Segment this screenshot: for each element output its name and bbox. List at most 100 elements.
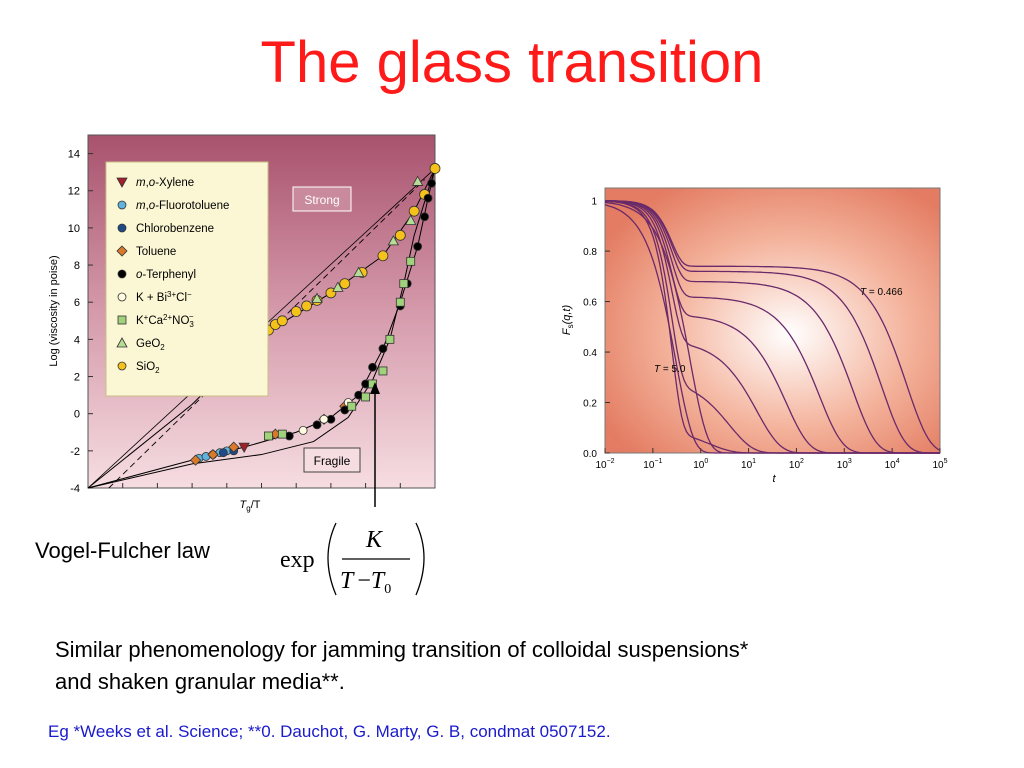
pointer-arrow bbox=[370, 382, 380, 507]
data-point bbox=[399, 279, 409, 289]
legend-marker bbox=[117, 292, 127, 302]
x-tick-label: 102 bbox=[789, 458, 804, 471]
data-point bbox=[408, 205, 420, 217]
data-point bbox=[339, 278, 351, 290]
x-tick-label: 100 bbox=[693, 458, 708, 471]
y-tick-label: 12 bbox=[68, 186, 80, 198]
data-point bbox=[394, 229, 406, 241]
body-line-1: Similar phenomenology for jamming transi… bbox=[55, 637, 749, 662]
legend-marker bbox=[116, 245, 128, 257]
vogel-fulcher-label: Vogel-Fulcher law bbox=[35, 538, 210, 563]
y-tick-label: 14 bbox=[68, 149, 80, 161]
legend-marker bbox=[117, 361, 127, 371]
y-tick-label: 4 bbox=[74, 334, 80, 346]
data-point bbox=[264, 431, 273, 441]
data-point bbox=[276, 315, 288, 327]
data-point bbox=[385, 334, 395, 344]
y-tick-label: 1 bbox=[591, 197, 597, 208]
formula-numerator: K bbox=[365, 527, 384, 553]
legend-box bbox=[105, 161, 269, 397]
y-tick-label: -2 bbox=[70, 446, 80, 458]
y-tick-label: 10 bbox=[68, 223, 80, 235]
legend-marker bbox=[116, 177, 128, 188]
y-tick-label: 0.2 bbox=[583, 399, 597, 410]
data-point bbox=[361, 392, 371, 402]
y-tick-label: 0.0 bbox=[583, 449, 597, 460]
relaxation-curve bbox=[605, 200, 940, 454]
viscosity-chart: 14 12 10 8 6 4 2 0 -2 -4 m,o-Xylene m,o-Fluorotolu… bbox=[48, 134, 441, 513]
legend-label: m,o-Fluorotoluene bbox=[136, 200, 229, 212]
body-text: Similar phenomenology for jamming transi… bbox=[55, 634, 748, 698]
y-tick-label: -4 bbox=[70, 483, 80, 495]
legend-marker bbox=[117, 269, 127, 279]
data-point bbox=[411, 175, 424, 186]
x-tick-label: 105 bbox=[932, 458, 947, 471]
vogel-fulcher-formula: exp K T −T0 bbox=[280, 522, 425, 597]
data-point bbox=[311, 292, 323, 303]
x-tick-label: 104 bbox=[885, 458, 900, 471]
data-point bbox=[347, 401, 357, 411]
data-point bbox=[378, 366, 388, 376]
annotation-low-T: T = 0.466 bbox=[860, 287, 903, 298]
x-axis-label: Tg/T bbox=[240, 499, 261, 513]
legend-marker bbox=[117, 200, 127, 210]
body-line-2: and shaken granular media**. bbox=[55, 669, 345, 694]
data-point bbox=[277, 429, 287, 439]
x-tick-label: 103 bbox=[837, 458, 852, 471]
data-point bbox=[405, 214, 417, 225]
legend-label: Toluene bbox=[136, 246, 176, 258]
data-point bbox=[429, 163, 441, 174]
relaxation-curve bbox=[604, 200, 940, 454]
data-point bbox=[378, 344, 388, 354]
relaxation-curve bbox=[604, 200, 941, 451]
data-point bbox=[352, 266, 365, 277]
y-tick-label: 2 bbox=[74, 372, 80, 384]
y-tick-label: 0.6 bbox=[583, 298, 597, 309]
slide-title: The glass transition bbox=[260, 30, 764, 95]
data-point bbox=[368, 362, 377, 372]
relaxation-curves bbox=[604, 200, 941, 454]
x-tick-label: 101 bbox=[741, 458, 756, 471]
data-point bbox=[301, 300, 313, 312]
formula-denominator: T −T0 bbox=[340, 568, 391, 597]
legend-marker bbox=[117, 315, 127, 325]
data-point bbox=[377, 250, 389, 262]
data-point bbox=[387, 235, 400, 246]
data-point bbox=[290, 306, 302, 317]
y-tick-label: 0.4 bbox=[583, 348, 597, 359]
data-point bbox=[298, 426, 308, 435]
y-ticks: 14 12 10 8 6 4 2 0 -2 -4 bbox=[68, 149, 401, 495]
legend-marker bbox=[116, 337, 128, 348]
data-point bbox=[218, 448, 228, 458]
reference-text: Eg *Weeks et al. Science; **0. Dauchot, … bbox=[48, 722, 611, 741]
data-point bbox=[423, 193, 433, 203]
data-point bbox=[319, 414, 329, 424]
y-axis-label: Log (viscosity in poise) bbox=[48, 255, 60, 366]
data-point bbox=[413, 242, 423, 251]
legend-label: m,o-Xylene bbox=[136, 177, 194, 189]
y-tick-label: 6 bbox=[74, 297, 80, 309]
plot-area-2 bbox=[605, 188, 940, 453]
data-point bbox=[420, 212, 429, 222]
relaxation-curve bbox=[605, 200, 940, 454]
legend-label: GeO2 bbox=[136, 338, 165, 352]
strong-label: Strong bbox=[304, 193, 339, 207]
y-axis-label-2: Fs(q,t) bbox=[561, 305, 575, 336]
axis-ticks: 10−2 10−1 100 101 102 103 104 105 1 0.8 0.6 0.4 0.2 0… bbox=[583, 197, 948, 471]
legend-label: Chlorobenzene bbox=[136, 223, 214, 235]
x-axis-label-2: t bbox=[772, 473, 776, 485]
legend-marker bbox=[117, 223, 127, 233]
legend-label: K + Bi3+Cl− bbox=[136, 290, 192, 304]
x-tick-label: 10−1 bbox=[643, 458, 662, 471]
y-tick-label: 0 bbox=[74, 409, 80, 421]
formula-exp: exp bbox=[280, 547, 315, 573]
data-point bbox=[427, 178, 436, 188]
data-point bbox=[190, 454, 202, 466]
data-point bbox=[332, 281, 344, 292]
y-tick-label: 8 bbox=[74, 260, 80, 272]
legend-label: o-Terphenyl bbox=[136, 269, 196, 281]
data-point bbox=[395, 297, 405, 307]
annotation-high-T: T = 5.0 bbox=[654, 364, 686, 375]
legend-label: K+Ca2+NO3− bbox=[136, 312, 194, 329]
x-tick-label: 10−2 bbox=[595, 458, 614, 471]
